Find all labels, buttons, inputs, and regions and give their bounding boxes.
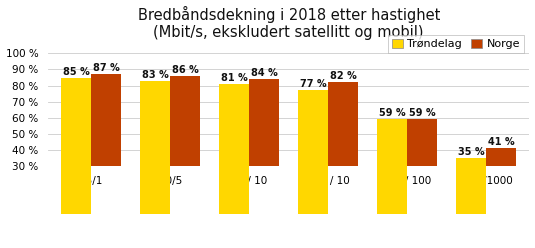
Bar: [249, 79, 279, 214]
Text: 81 %: 81 %: [221, 73, 248, 83]
Bar: [62, 78, 91, 214]
Text: 83 %: 83 %: [142, 70, 169, 80]
Bar: [219, 84, 249, 214]
Text: 86 %: 86 %: [172, 65, 198, 75]
Bar: [170, 76, 200, 214]
Bar: [456, 158, 486, 214]
Text: 77 %: 77 %: [300, 79, 326, 90]
Text: 82 %: 82 %: [330, 71, 356, 81]
Text: 35 %: 35 %: [458, 147, 484, 157]
Bar: [377, 119, 407, 214]
Text: 84 %: 84 %: [251, 68, 278, 78]
Bar: [140, 81, 170, 214]
Legend: Trøndelag, Norge: Trøndelag, Norge: [388, 35, 524, 53]
Bar: [298, 90, 328, 214]
Text: 87 %: 87 %: [93, 63, 120, 73]
Bar: [328, 82, 358, 214]
Bar: [486, 148, 516, 214]
Text: 59 %: 59 %: [379, 108, 406, 118]
Title: Bredbåndsdekning i 2018 etter hastighet
(Mbit/s, ekskludert satellitt og mobil): Bredbåndsdekning i 2018 etter hastighet …: [137, 5, 440, 40]
Text: 59 %: 59 %: [409, 108, 435, 118]
Bar: [91, 74, 121, 214]
Text: 41 %: 41 %: [488, 137, 514, 147]
Text: 85 %: 85 %: [63, 66, 90, 77]
Bar: [407, 119, 437, 214]
